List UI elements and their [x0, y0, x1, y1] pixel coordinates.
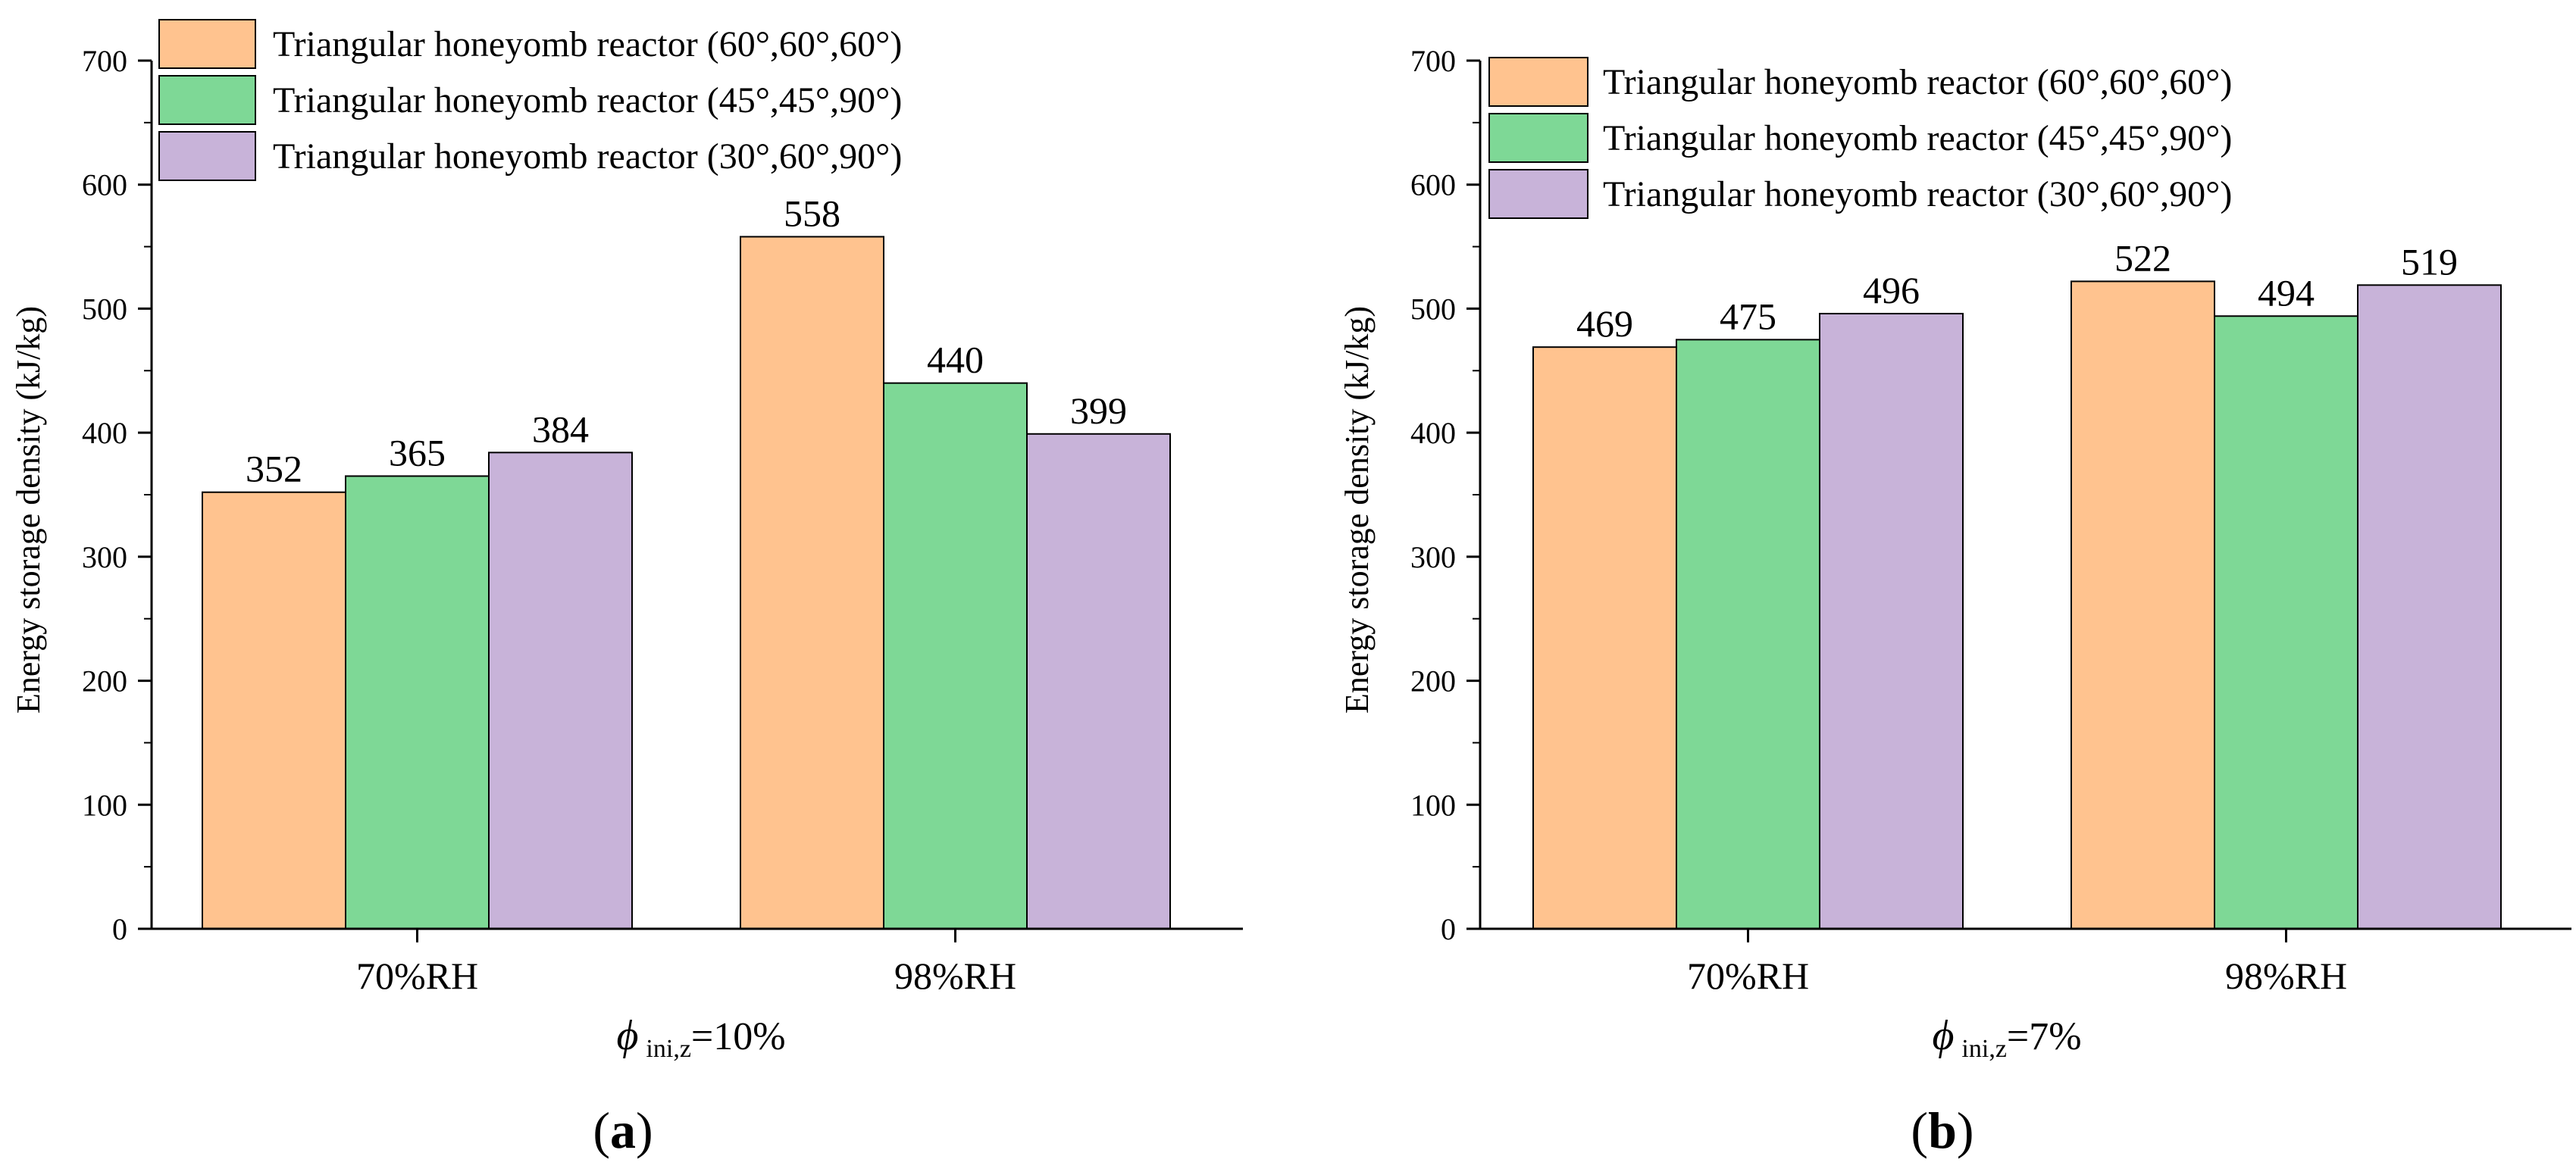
legend-label: Triangular honeyomb reactor (45°,45°,90°… [1603, 118, 2232, 158]
chart-panel-b: 469 522 475 494 496 519 0 100 200 300 400 500 600 700… [1338, 44, 2571, 1159]
bar [1026, 433, 1171, 930]
legend-label: Triangular honeyomb reactor (60°,60°,60°… [273, 24, 902, 64]
bar [1676, 339, 1820, 930]
bar [345, 475, 490, 930]
y-tick-label: 600 [1410, 168, 1456, 202]
data-label: 496 [1863, 269, 1920, 311]
panel-label: (b) [1911, 1102, 1973, 1159]
legend-swatch [1488, 113, 1588, 163]
y-tick-label: 300 [1410, 540, 1456, 574]
data-label: 469 [1576, 302, 1633, 345]
x-axis-title: ϕ ini,z=7% [1932, 1012, 2081, 1063]
y-tick-label: 200 [82, 664, 127, 698]
data-label: 365 [389, 431, 446, 473]
y-tick-label: 200 [1410, 664, 1456, 698]
bar [488, 452, 633, 930]
data-label: 352 [246, 448, 302, 490]
bar [1532, 346, 1677, 930]
y-tick-label: 0 [112, 912, 127, 946]
data-label: 384 [532, 408, 589, 450]
legend-swatch [1488, 57, 1588, 107]
y-tick-label: 500 [82, 292, 127, 326]
y-axis-label: Energy storage density (kJ/kg) [10, 306, 47, 714]
y-axis-label: Energy storage density (kJ/kg) [1338, 306, 1376, 714]
legend-label: Triangular honeyomb reactor (45°,45°,90°… [273, 80, 902, 120]
data-label: 558 [784, 192, 840, 234]
legend-label: Triangular honeyomb reactor (30°,60°,90°… [1603, 174, 2232, 214]
x-tick-label: 70%RH [356, 955, 478, 997]
panel-label: (a) [593, 1102, 653, 1159]
y-tick-label: 400 [1410, 416, 1456, 450]
x-tick-label: 98%RH [2225, 955, 2347, 997]
y-tick-label: 300 [82, 540, 127, 574]
y-tick-label: 700 [82, 44, 127, 78]
legend-swatch [158, 131, 256, 181]
legend-label: Triangular honeyomb reactor (30°,60°,90°… [273, 136, 902, 177]
y-tick-label: 700 [1410, 44, 1456, 78]
x-tick-label: 70%RH [1687, 955, 1809, 997]
data-label: 522 [2114, 236, 2171, 279]
x-tick-label: 98%RH [894, 955, 1016, 997]
chart-panel-a: 352 558 365 440 384 399 0 100 200 300 400 500 600 700… [10, 19, 1243, 1159]
data-label: 519 [2401, 240, 2458, 283]
data-label: 494 [2258, 271, 2315, 314]
legend: Triangular honeyomb reactor (60°,60°,60°… [158, 19, 902, 181]
data-label: 475 [1720, 295, 1776, 337]
y-tick-label: 500 [1410, 292, 1456, 326]
legend-label: Triangular honeyomb reactor (60°,60°,60°… [1603, 62, 2232, 102]
y-tick-label: 600 [82, 168, 127, 202]
bar [883, 382, 1028, 930]
y-tick-label: 0 [1441, 912, 1456, 946]
legend: Triangular honeyomb reactor (60°,60°,60°… [1488, 57, 2232, 219]
legend-swatch [158, 75, 256, 125]
bar [740, 236, 884, 930]
bar [202, 491, 346, 930]
y-tick-label: 100 [1410, 788, 1456, 822]
bar [1819, 312, 1964, 930]
bar [2071, 280, 2215, 930]
y-tick-label: 400 [82, 416, 127, 450]
bar [2357, 284, 2502, 930]
y-tick-label: 100 [82, 788, 127, 822]
data-label: 440 [927, 339, 984, 381]
data-label: 399 [1070, 389, 1127, 432]
legend-swatch [158, 19, 256, 69]
bar [2214, 315, 2358, 930]
x-axis-title: ϕ ini,z=10% [616, 1012, 785, 1063]
legend-swatch [1488, 169, 1588, 219]
